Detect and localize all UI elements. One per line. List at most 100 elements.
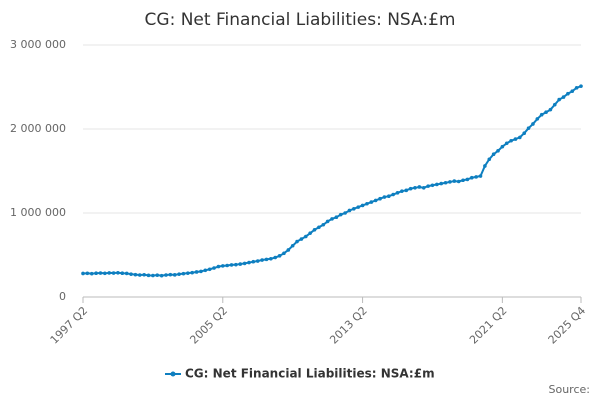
point [303, 234, 308, 239]
chart-title: CG: Net Financial Liabilities: NSA:£m [145, 10, 456, 30]
point [264, 257, 269, 262]
point [522, 131, 527, 135]
point [133, 272, 138, 277]
point [251, 259, 256, 264]
point [469, 175, 474, 180]
point [413, 186, 417, 190]
point [531, 122, 535, 126]
point [312, 228, 317, 232]
point [496, 149, 500, 153]
point [124, 271, 129, 276]
point [137, 273, 142, 277]
point [317, 225, 321, 230]
y-tick-label: 0 [59, 290, 66, 303]
point [103, 271, 107, 276]
point [177, 272, 181, 276]
point [168, 272, 173, 277]
point [229, 263, 234, 267]
point [164, 273, 168, 277]
point [159, 273, 164, 278]
point [465, 177, 470, 182]
point [190, 270, 195, 275]
point [539, 112, 544, 117]
x-tick-label: 2013 Q2 [327, 304, 370, 347]
point [255, 259, 260, 263]
point [452, 179, 457, 183]
point [373, 198, 378, 203]
point [94, 271, 98, 276]
point [474, 175, 478, 179]
point [360, 203, 365, 208]
point [544, 110, 548, 114]
point [461, 178, 465, 183]
x-tick-label: 2025 Q4 [546, 304, 589, 347]
point [207, 267, 212, 272]
point [85, 271, 90, 276]
point [579, 84, 583, 88]
point [81, 271, 85, 276]
point [526, 126, 531, 130]
legend-label: CG: Net Financial Liabilities: NSA:£m [185, 367, 435, 381]
point [343, 211, 347, 215]
point [225, 263, 229, 268]
point [269, 256, 273, 261]
point [89, 271, 94, 276]
point [574, 86, 579, 90]
point [356, 205, 361, 209]
point [378, 196, 382, 201]
point [107, 271, 112, 275]
point [194, 270, 199, 274]
point [216, 264, 221, 269]
point [535, 117, 540, 121]
x-tick-label: 2005 Q2 [187, 304, 230, 347]
x-tick-label: 2021 Q2 [467, 304, 510, 347]
point [491, 152, 496, 156]
point [417, 185, 422, 189]
point [146, 273, 151, 278]
point [456, 179, 461, 184]
y-tick-label: 2 000 000 [10, 122, 66, 135]
point [435, 182, 439, 187]
point [321, 222, 326, 227]
y-tick-label: 1 000 000 [10, 206, 66, 219]
point [421, 186, 426, 190]
point [478, 174, 483, 178]
point [566, 91, 570, 96]
point [299, 237, 304, 241]
point [395, 191, 400, 195]
point [142, 272, 146, 277]
point [220, 264, 225, 268]
point [186, 271, 190, 275]
point [557, 97, 561, 102]
point [282, 251, 286, 256]
point [382, 195, 387, 199]
point [116, 271, 120, 275]
source: Source: [549, 383, 591, 396]
point [277, 254, 282, 258]
point [155, 273, 160, 277]
point [513, 137, 518, 141]
point [98, 271, 103, 275]
point [234, 262, 238, 267]
point [504, 141, 509, 146]
point [391, 192, 395, 197]
x-tick-label: 1997 Q2 [48, 304, 91, 347]
point [260, 258, 264, 262]
point [404, 188, 409, 193]
point [290, 243, 295, 248]
point [151, 273, 155, 278]
point [448, 180, 452, 184]
point [203, 268, 208, 273]
point [120, 271, 125, 276]
point [570, 89, 575, 93]
point [334, 215, 339, 219]
point [400, 189, 404, 193]
point [509, 138, 513, 143]
point [487, 157, 492, 162]
point [548, 107, 553, 112]
point [347, 208, 352, 213]
point [426, 184, 430, 188]
point [273, 255, 278, 260]
point [308, 231, 312, 235]
